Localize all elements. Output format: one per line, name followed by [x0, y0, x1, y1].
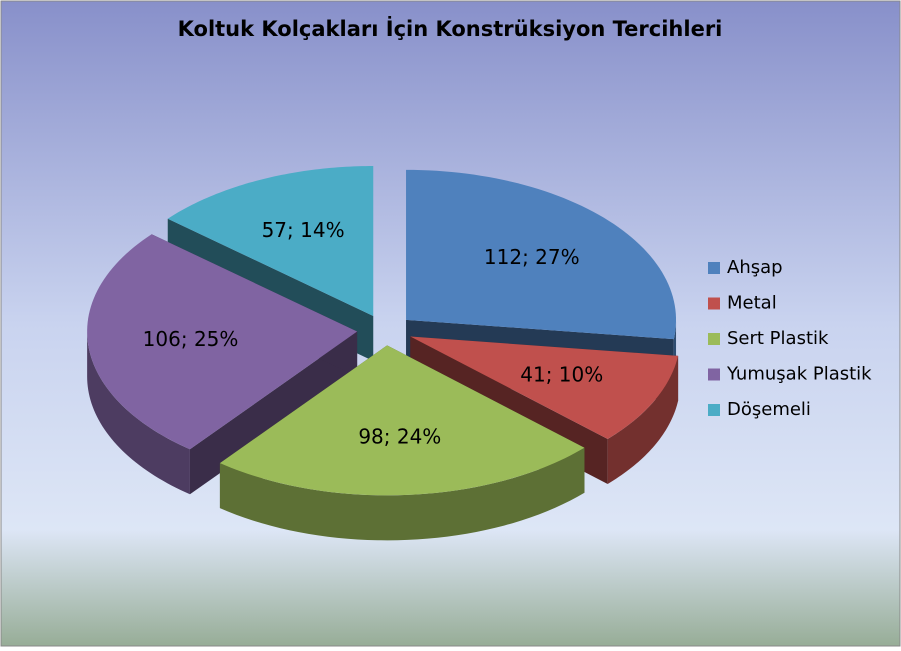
- slice-top: [87, 234, 358, 450]
- slice-wall: [607, 355, 679, 484]
- legend-label: Sert Plastik: [727, 328, 829, 349]
- legend-swatch: [708, 262, 720, 274]
- slice-top: [406, 169, 677, 340]
- legend-swatch: [708, 368, 720, 381]
- legend-swatch: [708, 404, 720, 416]
- data-label: 57; 14%: [262, 218, 345, 242]
- slice: 106; 25%: [87, 234, 358, 495]
- slice-side: [189, 331, 358, 495]
- data-label: 41; 10%: [520, 363, 603, 387]
- legend-label: Yumuşak Plastik: [726, 364, 872, 385]
- data-label: 98; 24%: [358, 425, 441, 449]
- slice-top: [219, 345, 585, 496]
- slice-wall: [219, 447, 585, 541]
- legend-label: Metal: [727, 293, 777, 314]
- slice-wall: [87, 331, 190, 495]
- legend-label: Ahşap: [727, 257, 783, 278]
- data-label: 112; 27%: [484, 245, 580, 269]
- data-label: 106; 25%: [143, 327, 239, 351]
- slice-top: [410, 336, 679, 439]
- legend-swatch: [708, 333, 720, 345]
- legend-swatch: [708, 297, 720, 310]
- chart-title: Koltuk Kolçakları İçin Konstrüksiyon Ter…: [178, 16, 723, 41]
- slice-top: [167, 166, 374, 317]
- legend-label: Döşemeli: [727, 399, 811, 420]
- slice: 98; 24%: [219, 345, 585, 541]
